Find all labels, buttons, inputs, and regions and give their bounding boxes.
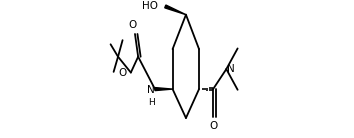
Polygon shape (165, 5, 186, 15)
Text: O: O (209, 121, 217, 131)
Text: H: H (148, 98, 154, 107)
Text: N: N (227, 64, 235, 74)
Text: N: N (147, 85, 155, 95)
Text: O: O (119, 68, 127, 78)
Polygon shape (155, 88, 173, 91)
Text: HO: HO (142, 1, 158, 11)
Text: O: O (128, 20, 136, 30)
